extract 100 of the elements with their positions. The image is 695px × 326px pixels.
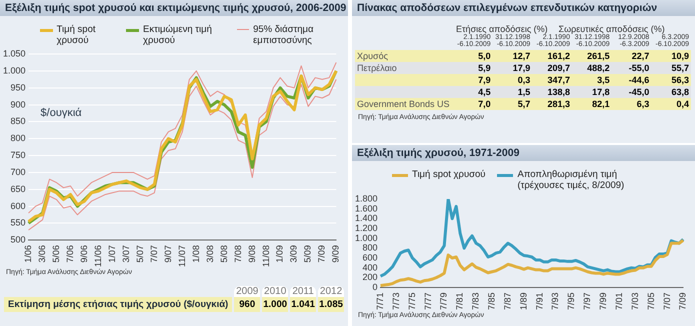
x-tick-label: 1/09 [274,245,285,263]
x-tick-label: 7/91 [534,292,544,310]
x-tick-label: 5/09 [302,245,313,263]
data-label: 0,4 [651,98,691,110]
y-tick-label: 850 [10,116,26,126]
y-tick-label: 200 [362,272,378,282]
x-tick-label: 7/77 [422,292,433,310]
x-tick-label: 7/99 [598,292,608,310]
legend-label: Αποπληθωρισμένη τιμή (τρέχουσες τιμές, 8/2009) [517,169,626,191]
y-tick-label: Εκτίμηση μέσης ετήσιας τιμής χρυσού ($/ουγκιά) [4,297,232,312]
y-tick-label: 750 [10,150,26,160]
data-label: 4,5 [453,86,493,98]
x-tick-label: 9/07 [162,245,173,263]
x-tick-label: 7/01 [614,292,624,310]
x-tick-label: 11/07 [176,245,187,268]
x-tick-label: 5/07 [134,245,145,263]
x-tick-label: 9/09 [330,245,341,263]
x-tick-label: 7/05 [646,292,656,310]
x-tick-label: 7/87 [502,292,512,310]
legend-label: Τιμή spot χρυσού [412,169,486,180]
x-tick-label: 5/08 [218,245,229,263]
x-tick-label: 2011 [290,286,316,297]
y-tick-label: 800 [10,133,26,144]
y-tick-label: 650 [10,184,26,194]
legend-label: Εκτιμώμενη τιμή χρυσού [143,24,213,46]
data-label: 138,8 [532,86,572,98]
data-label: 1.000 [262,297,288,312]
data-label: 63,8 [651,86,691,98]
x-tick-label: 7/85 [486,292,497,310]
data-label: 1,5 [492,86,532,98]
y-tick-label: 0 [372,282,378,292]
x-tick-label: 3/07 [120,245,131,263]
data-label: 6,3 [612,98,652,110]
x-tick-label: 7/95 [566,292,576,310]
data-label: -44,6 [612,74,652,86]
x-tick-label: 1/08 [190,245,201,263]
data-label: 5,9 [453,62,493,74]
y-tick-label: 1.000 [2,65,26,76]
text: Ετήσιες αποδόσεις (%) [455,23,548,34]
legend-label: 95% διάστημα εμπιστοσύνης [253,24,314,46]
data-label: 22,7 [612,50,652,62]
x-tick-label: 11/08 [260,245,271,268]
legend-label: Τιμή spot χρυσού [56,24,97,46]
data-label: 960 [234,297,260,312]
x-tick-label: 7/83 [470,292,481,310]
y-tick-label: Government Bonds US [355,98,453,110]
x-tick-label: 7/97 [582,292,592,310]
x-tick-label: 5/06 [50,245,61,263]
y-tick-label: 700 [10,166,26,177]
x-tick-label: 11/06 [92,245,103,268]
y-tick-label: 1.200 [354,222,378,233]
data-label: 1.085 [318,297,344,312]
x-tick-label: 1/89 [518,292,528,310]
data-label: -55,0 [612,62,652,74]
data-label: 209,7 [532,62,572,74]
chart-title: Εξέλιξη τιμής spot χρυσού και εκτιμώμενης τιμής χρυσού, 2006-2009 [0,0,348,16]
x-tick-label: 7/03 [630,292,640,310]
data-label: 488,2 [572,62,612,74]
x-tick-label: 7/08 [232,245,243,263]
data-label: 0,3 [492,74,532,86]
y-tick-label: 1.050 [2,48,26,58]
y-tick-label: Χρυσός [355,50,453,62]
y-tick-label: 600 [10,200,26,211]
x-tick-label: 7/06 [64,245,75,263]
y-tick-label: 400 [362,262,378,272]
y-tick-label: 1.400 [354,213,378,224]
data-label: 17,8 [572,86,612,98]
data-label: 1.041 [290,297,316,312]
data-label: -45,0 [612,86,652,98]
x-tick-label: 2010 [262,286,288,297]
y-tick-label: 800 [362,242,378,253]
x-tick-label: 1/07 [106,245,117,263]
data-label: 7,9 [453,74,493,86]
x-tick-label: 3/09 [288,245,299,263]
data-label: 161,2 [532,50,572,62]
y-tick-label: 600 [362,252,378,262]
x-tick-label: 2009 [234,286,260,297]
x-tick-label: 7/75 [406,292,417,310]
data-label: 3,5 [572,74,612,86]
data-label: 10,9 [651,50,691,62]
y-tick-label: 900 [10,99,26,110]
data-label: 261,5 [572,50,612,62]
x-tick-label: 7/79 [438,292,449,310]
data-label: 7,0 [453,98,493,110]
y-tick-label: 500 [10,234,26,245]
x-tick-label: 7/81 [454,292,465,310]
x-tick-label: 7/73 [390,292,401,310]
y-tick-label: 1.600 [354,203,378,214]
data-label: 5,7 [492,98,532,110]
x-tick-label: 7/07 [662,292,672,310]
data-label: 347,7 [532,74,572,86]
chart-title: Εξέλιξη τιμής χρυσού, 1971-2009 [352,145,695,161]
x-tick-label: 7/71 [375,292,386,310]
data-label: 56,3 [651,74,691,86]
text: Σωρευτικές αποδόσεις (%) [558,24,665,34]
data-label: 55,7 [651,62,691,74]
data-label: 82,1 [572,98,612,110]
x-tick-label: 9/08 [246,245,257,263]
y-tick-label: 950 [10,82,26,92]
x-tick-label: 7/09 [678,292,688,310]
